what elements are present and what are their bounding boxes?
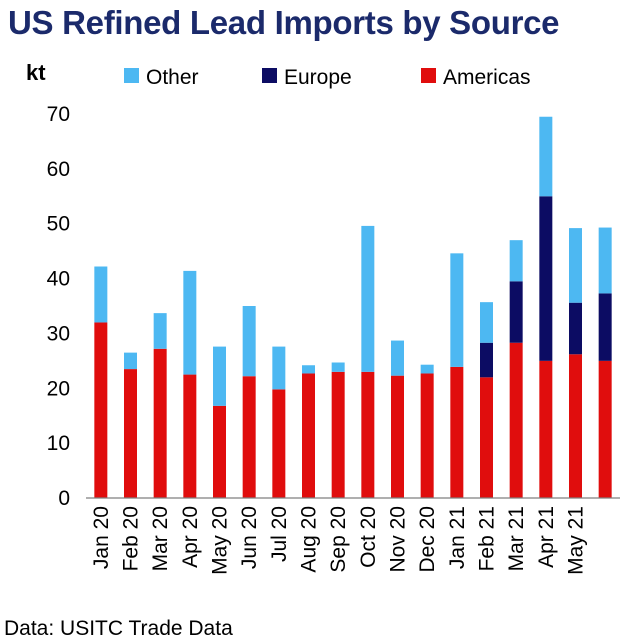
bar-americas-7 <box>272 389 286 498</box>
x-tick-label: May 21 <box>565 506 588 575</box>
y-tick-label: 40 <box>47 268 70 291</box>
bar-americas-10 <box>361 371 375 498</box>
bar-other-5 <box>213 346 226 406</box>
y-tick-label: 0 <box>58 487 70 510</box>
x-tick-label: Jun 20 <box>238 506 261 569</box>
y-tick-label: 10 <box>47 432 70 455</box>
x-tick-label: Apr 20 <box>179 506 202 568</box>
y-tick-label: 70 <box>47 103 70 126</box>
bar-other-2 <box>124 352 137 370</box>
bar-americas-3 <box>153 348 167 498</box>
bar-americas-12 <box>420 373 434 498</box>
x-axis: Jan 20 Feb 20 Mar 20 Apr 20 May 20 Jun 20 Jul … <box>90 506 588 575</box>
bar-europe-17 <box>569 302 582 355</box>
bar-americas-5 <box>213 405 226 498</box>
source-note: Data: USITC Trade Data <box>4 617 233 640</box>
bar-americas-11 <box>391 375 404 498</box>
bar-europe-14 <box>480 342 493 378</box>
bar-americas-6 <box>242 376 256 498</box>
bar-other-4 <box>183 270 197 375</box>
legend-label-europe: Europe <box>284 66 352 89</box>
bar-americas-8 <box>302 373 315 498</box>
x-tick-label: Dec 20 <box>416 506 439 573</box>
x-tick-label: Sep 20 <box>327 506 350 573</box>
bar-other-15 <box>509 240 523 282</box>
bars <box>94 116 612 498</box>
bar-americas-16 <box>539 360 553 498</box>
legend: Other Europe Americas <box>124 66 531 89</box>
x-tick-label: Nov 20 <box>387 506 410 573</box>
x-tick-label: Mar 21 <box>505 506 528 571</box>
bar-other-8 <box>302 365 315 374</box>
x-tick-label: Jul 20 <box>268 506 291 562</box>
x-tick-label: Aug 20 <box>298 506 321 573</box>
x-tick-label: Feb 20 <box>120 506 143 571</box>
bar-other-3 <box>153 313 167 349</box>
y-tick-label: 20 <box>47 377 70 400</box>
bar-other-1 <box>94 266 108 323</box>
bar-other-14 <box>480 302 493 343</box>
bar-americas-18 <box>598 360 612 498</box>
bar-other-12 <box>420 364 434 374</box>
bar-other-6 <box>242 306 256 377</box>
y-tick-label: 60 <box>47 158 70 181</box>
bar-other-13 <box>450 253 464 367</box>
y-tick-label: 30 <box>47 322 70 345</box>
bar-americas-2 <box>124 369 137 498</box>
x-tick-label: Jan 20 <box>90 506 113 569</box>
bar-europe-15 <box>509 281 523 343</box>
bar-americas-9 <box>331 371 345 498</box>
legend-label-other: Other <box>146 66 199 89</box>
bar-americas-15 <box>509 342 523 498</box>
y-axis: 0 10 20 30 40 50 60 70 <box>47 103 70 510</box>
chart-title: US Refined Lead Imports by Source <box>8 4 560 41</box>
bar-americas-1 <box>94 322 108 498</box>
bar-other-16 <box>539 116 553 197</box>
bar-other-7 <box>272 346 286 390</box>
x-tick-label: Apr 21 <box>535 506 558 568</box>
bar-americas-4 <box>183 374 197 498</box>
bar-americas-13 <box>450 366 464 498</box>
legend-swatch-other <box>124 68 139 83</box>
x-tick-label: Feb 21 <box>476 506 499 571</box>
bar-americas-14 <box>480 377 493 498</box>
x-tick-label: Mar 20 <box>149 506 172 571</box>
bar-europe-18 <box>598 293 612 361</box>
legend-swatch-americas <box>421 68 436 83</box>
x-tick-label: Jan 21 <box>446 506 469 569</box>
bar-europe-16 <box>539 196 553 361</box>
bar-other-9 <box>331 362 345 372</box>
bar-other-18 <box>598 227 612 294</box>
legend-label-americas: Americas <box>443 66 531 89</box>
bar-americas-17 <box>569 354 582 498</box>
bar-other-17 <box>569 228 582 303</box>
y-tick-label: 50 <box>47 213 70 236</box>
bar-other-11 <box>391 340 404 376</box>
x-tick-label: May 20 <box>209 506 232 575</box>
x-tick-label: Oct 20 <box>357 506 380 568</box>
legend-swatch-europe <box>262 68 277 83</box>
bar-other-10 <box>361 225 375 372</box>
y-axis-unit-label: kt <box>26 60 46 85</box>
